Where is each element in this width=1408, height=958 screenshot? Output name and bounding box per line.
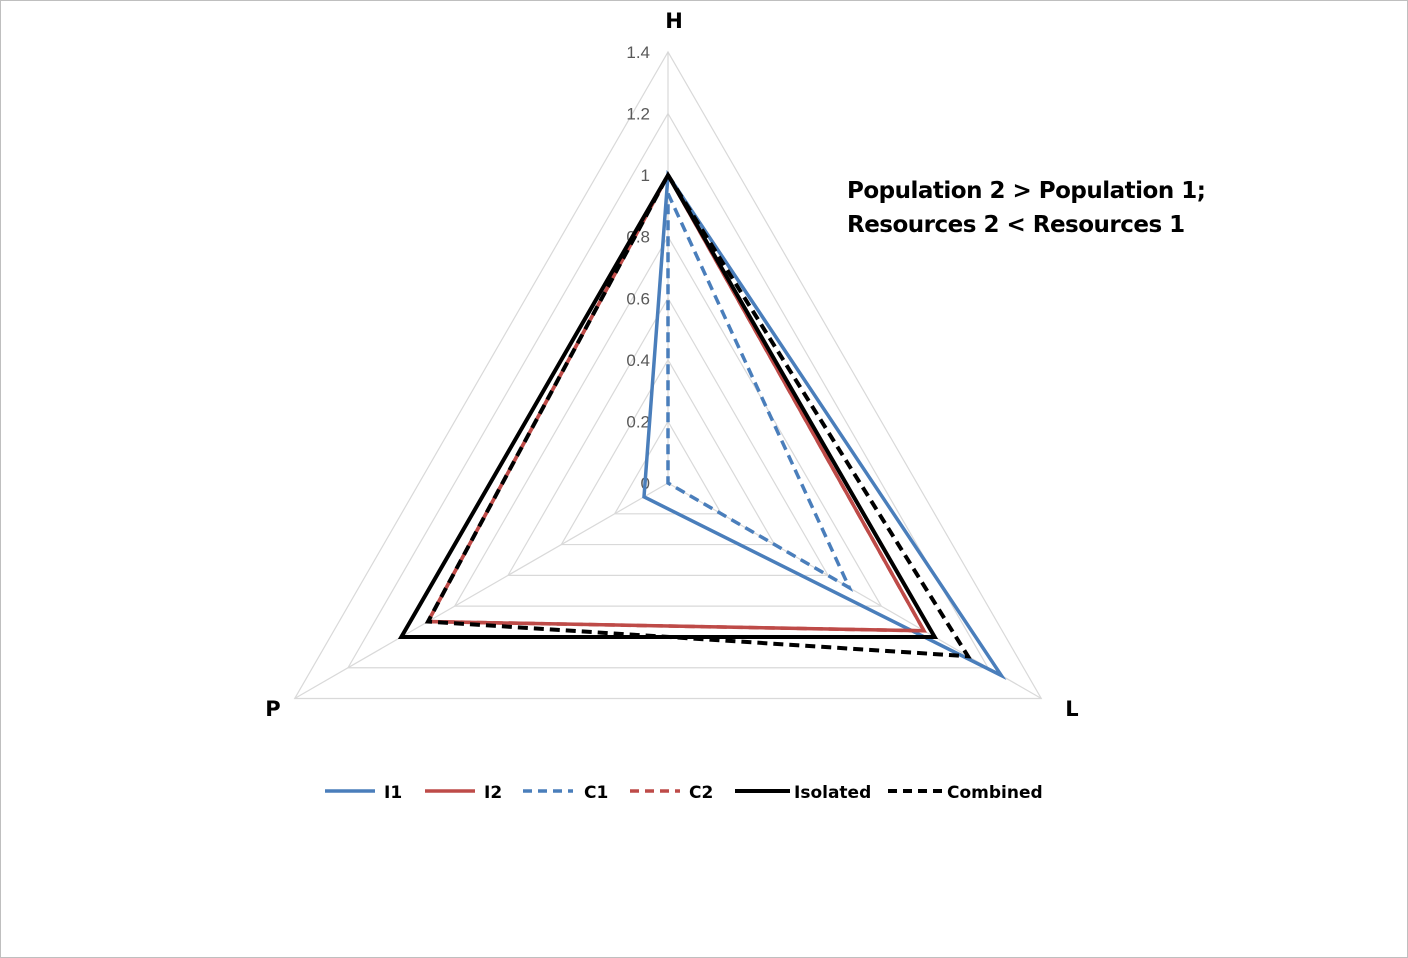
- tick-label: 0.4: [626, 351, 650, 370]
- tick-label: 1: [641, 166, 650, 185]
- axis-line-P: [294, 482, 669, 700]
- grid-ring: [293, 50, 1043, 700]
- grid-ring: [346, 112, 990, 669]
- tick-label: 0.2: [626, 412, 650, 431]
- axis-label-H: H: [665, 9, 683, 33]
- series-c1: [666, 192, 854, 592]
- annotation-line-1: Population 2 > Population 1;: [847, 178, 1206, 204]
- grid-ring: [453, 235, 883, 607]
- annotation: Population 2 > Population 1; Resources 2…: [847, 174, 1206, 242]
- legend-label-combined: Combined: [947, 783, 1043, 803]
- legend-label-i2: I2: [484, 783, 502, 803]
- legend-label-c1: C1: [584, 783, 608, 803]
- annotation-line-2: Resources 2 < Resources 1: [847, 212, 1185, 238]
- series-i2: [425, 171, 928, 633]
- tick-label: 0.6: [626, 289, 650, 308]
- axis-label-P: P: [265, 697, 280, 721]
- series-c2: [425, 171, 928, 633]
- tick-label: 1.4: [626, 43, 650, 62]
- axis-label-L: L: [1065, 697, 1078, 721]
- grid-ring: [506, 297, 830, 576]
- tick-label: 1.2: [626, 105, 650, 124]
- legend-label-c2: C2: [689, 783, 713, 803]
- grid-ring: [560, 358, 776, 546]
- series-combined: [424, 171, 972, 659]
- series-i1: [642, 169, 1007, 680]
- legend-label-i1: I1: [384, 783, 402, 803]
- grid-ring: [613, 420, 723, 515]
- legend-label-isolated: Isolated: [794, 783, 871, 803]
